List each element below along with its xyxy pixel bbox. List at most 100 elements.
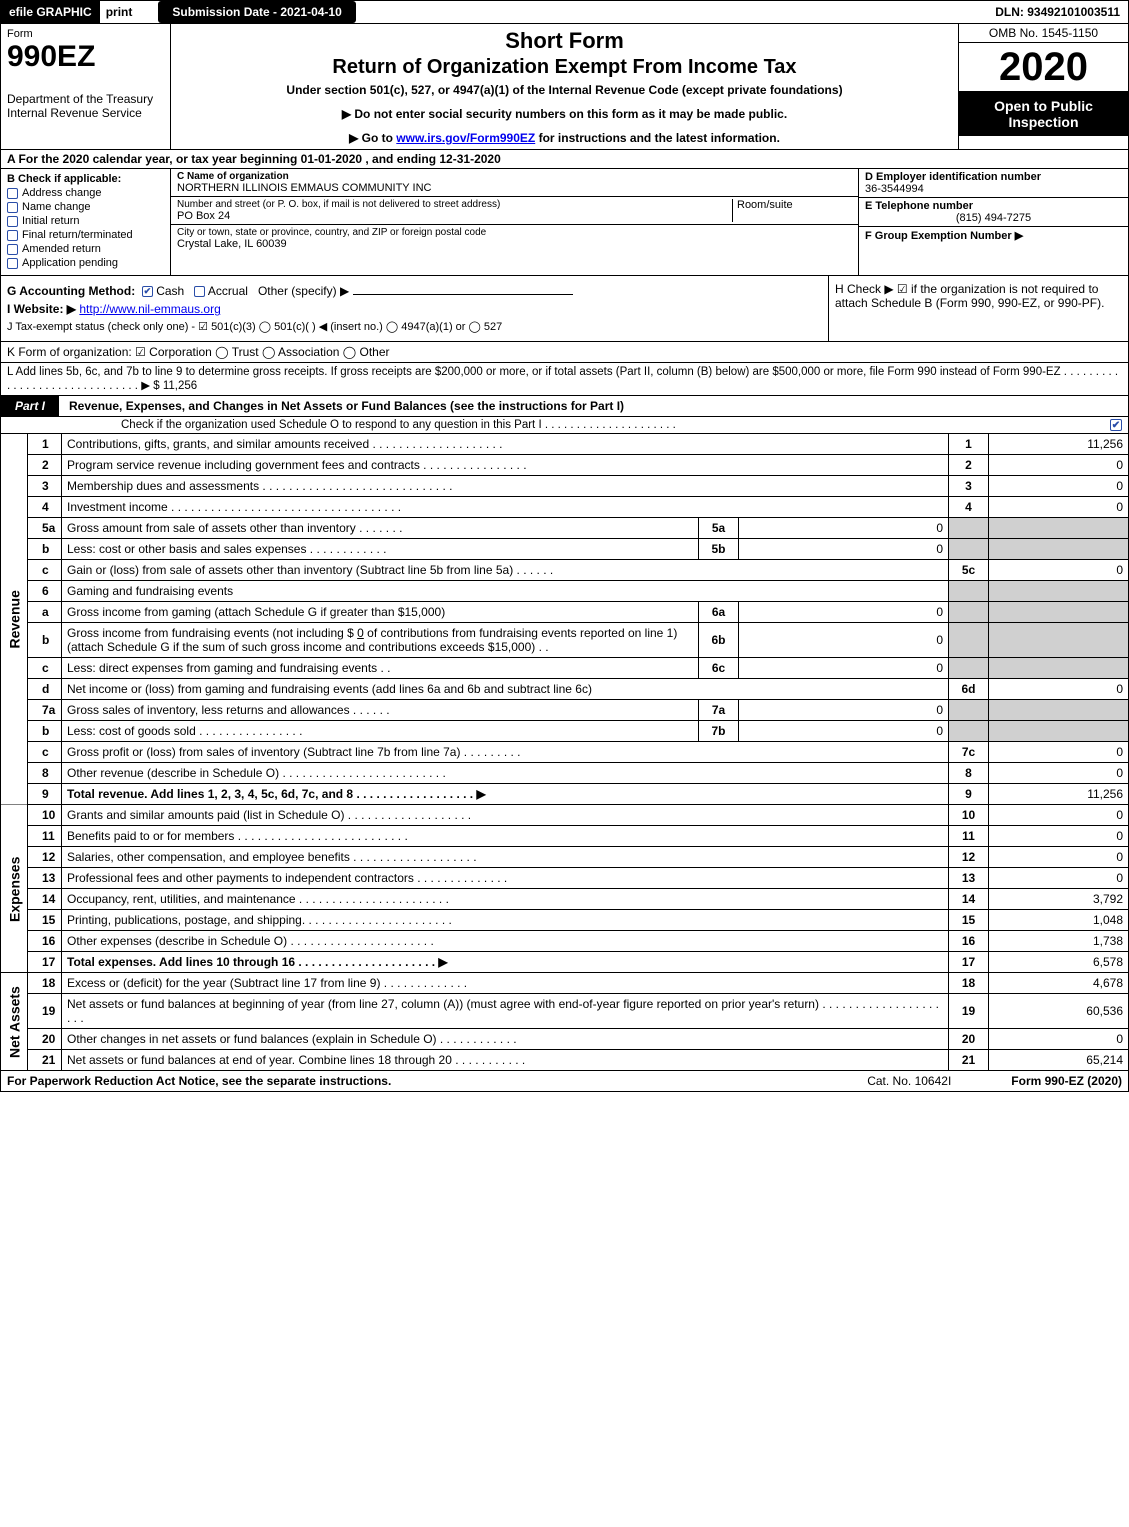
line-desc: Less: cost or other basis and sales expe… <box>62 539 699 560</box>
line-no-box: 6d <box>949 679 989 700</box>
cell-ein: D Employer identification number 36-3544… <box>859 169 1128 198</box>
cb-final-return[interactable]: Final return/terminated <box>7 229 164 241</box>
line-desc: Net income or (loss) from gaming and fun… <box>62 679 949 700</box>
line-num: c <box>28 560 62 581</box>
column-c: C Name of organization NORTHERN ILLINOIS… <box>171 169 858 275</box>
row-j: J Tax-exempt status (check only one) - ☑… <box>7 320 822 333</box>
form-ref: Form 990-EZ (2020) <box>1011 1074 1122 1088</box>
line-3: 3 Membership dues and assessments . . . … <box>1 476 1129 497</box>
org-name-value: NORTHERN ILLINOIS EMMAUS COMMUNITY INC <box>177 182 852 194</box>
line-desc: Gaming and fundraising events <box>62 581 949 602</box>
cell-phone: E Telephone number (815) 494-7275 <box>859 198 1128 227</box>
line-amount: 4,678 <box>989 973 1129 994</box>
line-desc: Total expenses. Add lines 10 through 16 … <box>62 952 949 973</box>
line-num: 2 <box>28 455 62 476</box>
line-num: b <box>28 539 62 560</box>
grey-cell <box>949 700 989 721</box>
line-desc: Investment income . . . . . . . . . . . … <box>62 497 949 518</box>
line-amount: 3,792 <box>989 889 1129 910</box>
line-num: 7a <box>28 700 62 721</box>
block-identity: B Check if applicable: Address change Na… <box>0 169 1129 276</box>
line-amount: 0 <box>989 742 1129 763</box>
line-desc: Gross sales of inventory, less returns a… <box>62 700 699 721</box>
grey-cell <box>989 658 1129 679</box>
g-cash: Cash <box>156 284 184 298</box>
line-num: 16 <box>28 931 62 952</box>
row-k: K Form of organization: ☑ Corporation ◯ … <box>0 342 1129 363</box>
cell-city: City or town, state or province, country… <box>171 225 858 252</box>
row-a-tax-year: A For the 2020 calendar year, or tax yea… <box>0 150 1129 169</box>
line-amount: 0 <box>989 826 1129 847</box>
line-amount: 0 <box>989 476 1129 497</box>
line-num: 1 <box>28 434 62 455</box>
line-6c: c Less: direct expenses from gaming and … <box>1 658 1129 679</box>
line-desc: Gain or (loss) from sale of assets other… <box>62 560 949 581</box>
cell-address: Number and street (or P. O. box, if mail… <box>171 197 858 225</box>
row-g: G Accounting Method: ✔ Cash Accrual Othe… <box>7 284 822 298</box>
line-amount: 0 <box>989 763 1129 784</box>
line-desc: Net assets or fund balances at end of ye… <box>62 1050 949 1071</box>
dept-line-2: Internal Revenue Service <box>7 106 164 120</box>
line-amount: 0 <box>989 455 1129 476</box>
line-desc: Salaries, other compensation, and employ… <box>62 847 949 868</box>
cb-label: Application pending <box>22 257 118 269</box>
line-21: 21 Net assets or fund balances at end of… <box>1 1050 1129 1071</box>
section-revenue: Revenue <box>1 434 28 805</box>
line-desc: Grants and similar amounts paid (list in… <box>62 805 949 826</box>
line-num: 14 <box>28 889 62 910</box>
line-desc: Gross profit or (loss) from sales of inv… <box>62 742 949 763</box>
grey-cell <box>949 602 989 623</box>
room-suite-label: Room/suite <box>732 199 852 222</box>
line-desc: Other expenses (describe in Schedule O) … <box>62 931 949 952</box>
cell-group-exemption: F Group Exemption Number ▶ <box>859 227 1128 244</box>
cb-name-change[interactable]: Name change <box>7 201 164 213</box>
cb-initial-return[interactable]: Initial return <box>7 215 164 227</box>
line-6a: a Gross income from gaming (attach Sched… <box>1 602 1129 623</box>
line-7a: 7a Gross sales of inventory, less return… <box>1 700 1129 721</box>
checkbox-checked-icon[interactable]: ✔ <box>142 286 153 297</box>
i-label: I Website: ▶ <box>7 302 76 316</box>
cb-application-pending[interactable]: Application pending <box>7 257 164 269</box>
checkbox-icon[interactable] <box>194 286 205 297</box>
line-amount: 0 <box>989 847 1129 868</box>
line-num: 12 <box>28 847 62 868</box>
line-6b-amount: 0 <box>357 626 364 640</box>
lines-table: Revenue 1 Contributions, gifts, grants, … <box>0 434 1129 1071</box>
line-num: c <box>28 658 62 679</box>
grey-cell <box>949 658 989 679</box>
line-no-box: 16 <box>949 931 989 952</box>
line-5a: 5a Gross amount from sale of assets othe… <box>1 518 1129 539</box>
line-amount: 11,256 <box>989 434 1129 455</box>
line-no-box: 5c <box>949 560 989 581</box>
grey-cell <box>989 623 1129 658</box>
line-12: 12 Salaries, other compensation, and emp… <box>1 847 1129 868</box>
cb-address-change[interactable]: Address change <box>7 187 164 199</box>
print-label[interactable]: print <box>100 1 139 23</box>
ein-value: 36-3544994 <box>865 183 1122 195</box>
line-2: 2 Program service revenue including gove… <box>1 455 1129 476</box>
phone-label: E Telephone number <box>865 200 1122 212</box>
city-label: City or town, state or province, country… <box>177 227 852 238</box>
cb-label: Amended return <box>22 243 101 255</box>
submission-date-badge: Submission Date - 2021-04-10 <box>158 1 355 23</box>
cb-amended-return[interactable]: Amended return <box>7 243 164 255</box>
subline-label: 5b <box>699 539 739 560</box>
line-amount: 0 <box>989 868 1129 889</box>
grey-cell <box>989 581 1129 602</box>
line-10: Expenses 10 Grants and similar amounts p… <box>1 805 1129 826</box>
phone-value: (815) 494-7275 <box>865 212 1122 224</box>
grey-cell <box>989 602 1129 623</box>
cb-label: Address change <box>22 187 102 199</box>
website-link[interactable]: http://www.nil-emmaus.org <box>79 302 220 316</box>
line-num: 21 <box>28 1050 62 1071</box>
omb-number: OMB No. 1545-1150 <box>959 24 1128 43</box>
line-5b: b Less: cost or other basis and sales ex… <box>1 539 1129 560</box>
note-goto-pre: ▶ Go to <box>349 131 396 145</box>
subline-value: 0 <box>739 602 949 623</box>
open-to-public: Open to Public Inspection <box>959 92 1128 136</box>
checkbox-checked-icon[interactable]: ✔ <box>1110 419 1122 431</box>
row-i: I Website: ▶ http://www.nil-emmaus.org <box>7 302 822 316</box>
checkbox-icon <box>7 202 18 213</box>
line-4: 4 Investment income . . . . . . . . . . … <box>1 497 1129 518</box>
irs-link[interactable]: www.irs.gov/Form990EZ <box>396 131 535 145</box>
